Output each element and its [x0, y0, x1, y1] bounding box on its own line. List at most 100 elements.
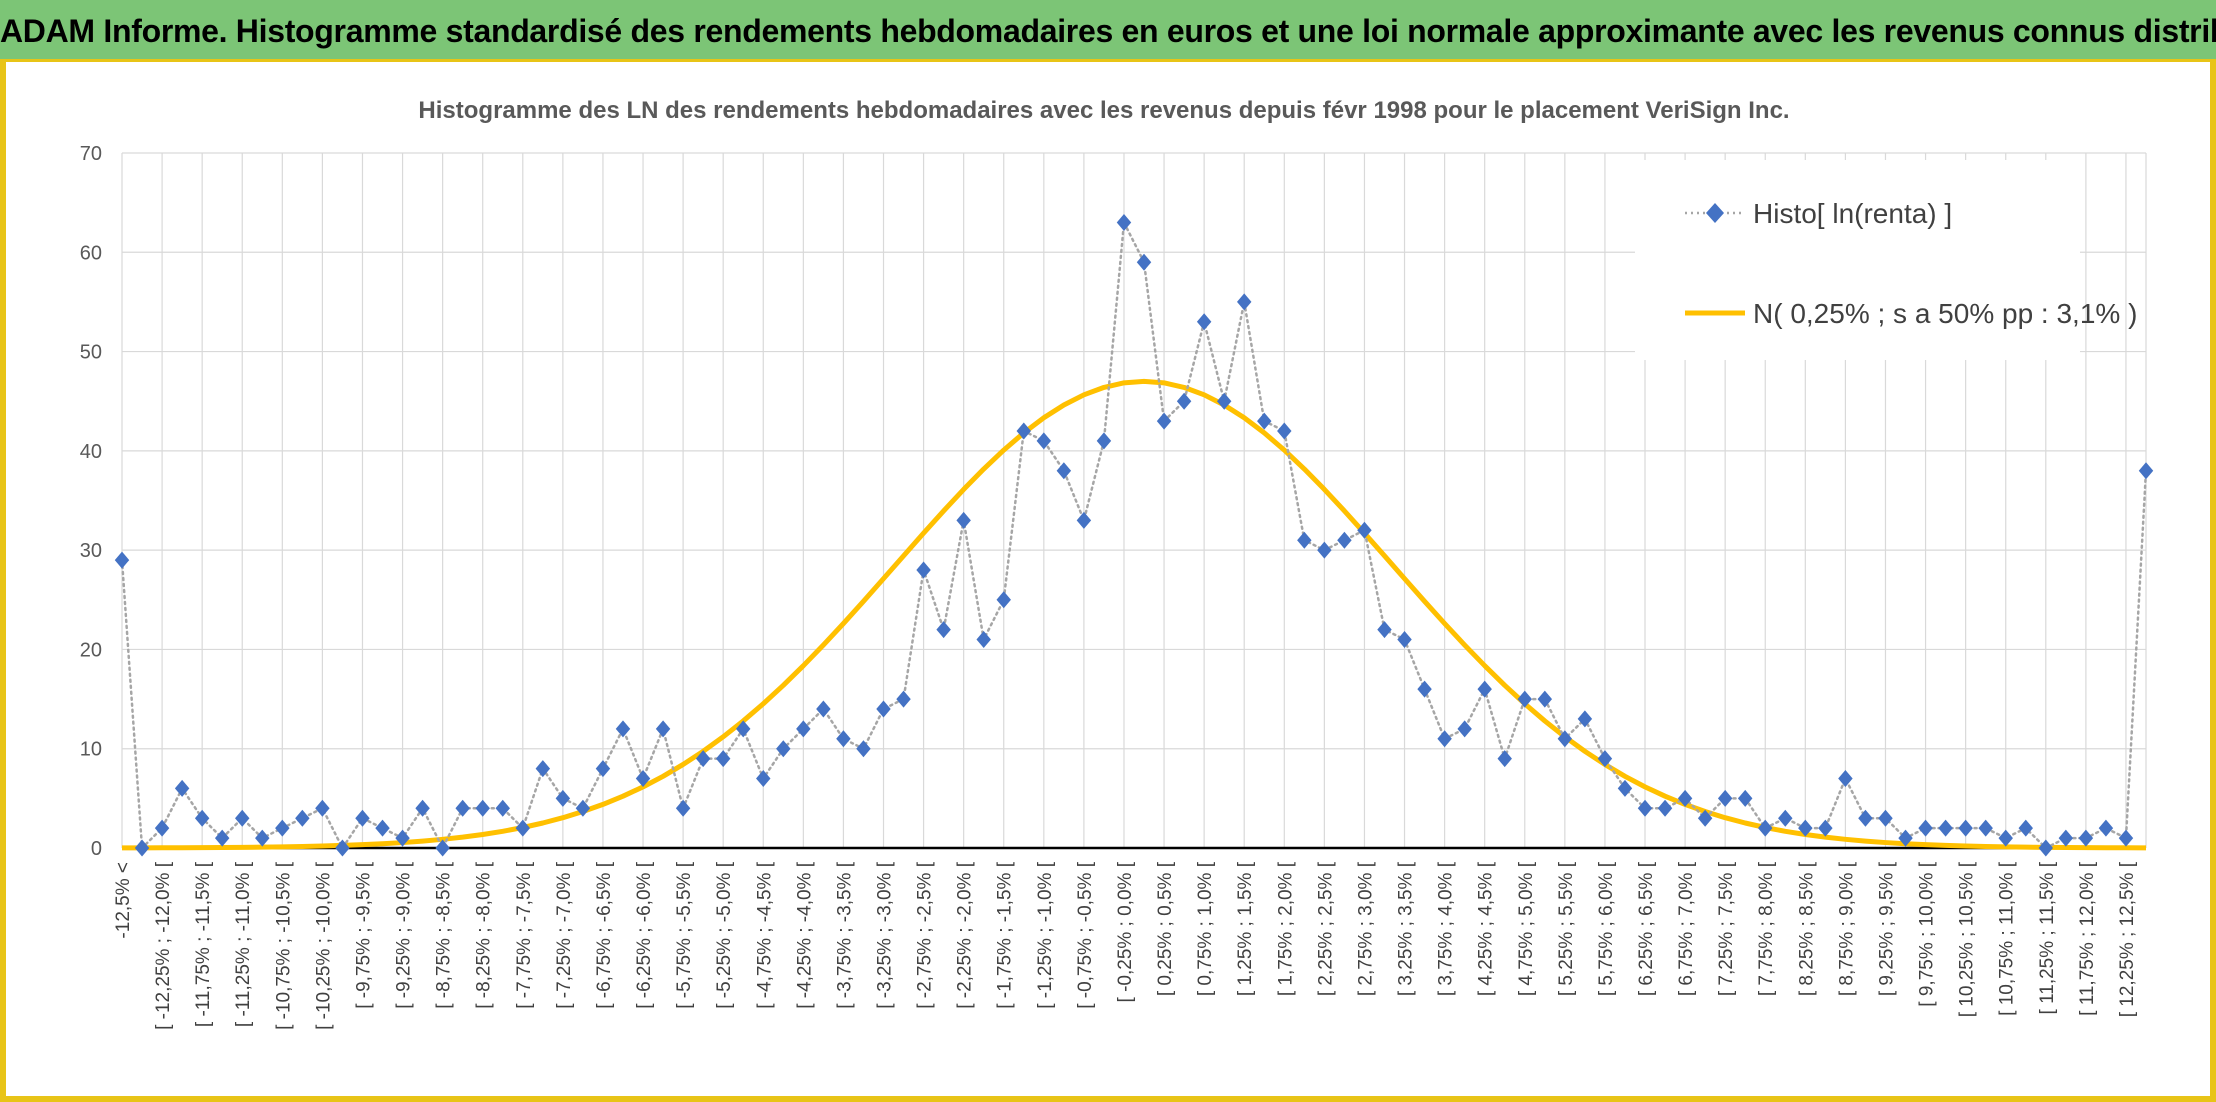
histogram-point: [455, 799, 470, 817]
x-tick-label: [ 0,25% ; 0,5% [: [1155, 861, 1176, 996]
x-tick-label: [ -11,75% ; -11,5% [: [193, 861, 214, 1027]
histogram-point: [1156, 412, 1172, 430]
x-tick-label: [ -2,75% ; -2,5% [: [915, 861, 936, 1009]
x-tick-label: [ 5,75% ; 6,0% [: [1596, 861, 1617, 996]
histogram-point: [1737, 789, 1753, 807]
histogram-point: [1357, 521, 1372, 539]
histogram-point: [1317, 541, 1332, 559]
histogram-point: [1958, 819, 1973, 837]
histogram-point: [996, 591, 1011, 609]
histogram-point: [756, 770, 771, 787]
x-tick-label: [ -10,75% ; -10,5% [: [273, 861, 294, 1030]
x-tick-label: [ 9,25% ; 9,5% [: [1876, 861, 1897, 996]
x-axis-ticks: -12,5% < [ -12,25% ; -12,0% [[ -11,75% ; …: [113, 861, 2138, 1030]
histogram-point: [114, 551, 130, 569]
histogram-point: [896, 690, 911, 708]
chart-legend: Histo[ ln(renta) ] N( 0,25% ; s a 50% pp…: [1635, 160, 2137, 360]
histogram-point: [595, 760, 611, 778]
x-tick-label: [ 3,25% ; 3,5% [: [1396, 861, 1417, 996]
histogram-point: [134, 839, 150, 857]
histogram-points: [114, 214, 2154, 857]
histogram-point: [1557, 730, 1573, 748]
histogram-point: [1697, 809, 1713, 827]
histogram-point: [2038, 839, 2054, 857]
histogram-point: [1477, 680, 1492, 698]
histogram-point: [856, 740, 871, 758]
x-tick-label: [ 3,75% ; 4,0% [: [1436, 861, 1457, 996]
x-tick-label: [ 6,75% ; 7,0% [: [1676, 861, 1697, 996]
histogram-point: [675, 799, 691, 817]
chart-grid: [121, 152, 2147, 849]
histogram-point: [2078, 829, 2094, 847]
histogram-point: [1778, 809, 1793, 827]
histogram-point: [1677, 789, 1693, 807]
x-tick-label: [ 9,75% ; 10,0% [: [1917, 861, 1938, 1006]
histogram-point: [836, 730, 851, 748]
histogram-point: [154, 819, 170, 837]
histogram-point: [1337, 531, 1352, 549]
x-tick-label: [ 4,25% ; 4,5% [: [1476, 861, 1497, 996]
histogram-point: [1116, 214, 1132, 231]
y-tick-label: 0: [91, 838, 102, 860]
x-tick-label: [ 11,25% ; 11,5% [: [2037, 861, 2058, 1014]
x-tick-label: [ -3,75% ; -3,5% [: [834, 861, 855, 1009]
histogram-point: [1076, 511, 1092, 529]
histogram-point: [796, 720, 811, 738]
histogram-point: [1036, 432, 1052, 450]
histogram-point: [495, 799, 510, 817]
x-tick-label: [ -9,25% ; -9,0% [: [394, 861, 415, 1009]
histogram-point: [1517, 690, 1532, 708]
histogram-point: [275, 819, 290, 837]
x-tick-label: [ 0,75% ; 1,0% [: [1195, 861, 1216, 996]
histogram-point: [1918, 819, 1933, 837]
x-tick-label: [ -6,25% ; -6,0% [: [634, 861, 655, 1009]
histogram-point: [736, 720, 751, 738]
x-tick-label: [ -0,25% ; 0,0% [: [1115, 861, 1136, 1002]
histogram-point: [235, 809, 250, 827]
histogram-point: [1998, 829, 2013, 847]
histogram-point: [1978, 819, 1993, 837]
x-tick-label: [ 4,75% ; 5,0% [: [1516, 861, 1537, 996]
histogram-point: [315, 799, 330, 817]
x-tick-label: [ -4,75% ; -4,5% [: [754, 861, 775, 1009]
histogram-point: [1798, 819, 1813, 837]
histogram-point: [1236, 293, 1252, 311]
x-tick-label: [ -8,25% ; -8,0% [: [474, 861, 495, 1009]
x-tick-label: [ 2,75% ; 3,0% [: [1355, 861, 1376, 996]
histogram-point: [1577, 710, 1593, 728]
histogram-point: [1397, 631, 1412, 648]
histogram-point: [535, 760, 551, 778]
histogram-point: [1657, 799, 1673, 817]
y-tick-label: 10: [80, 739, 102, 761]
histogram-point: [1377, 621, 1392, 639]
report-header: ADAM Informe. Histogramme standardisé de…: [0, 0, 2216, 62]
legend-histo-label: Histo[ ln(renta) ]: [1753, 198, 1952, 229]
histogram-point: [2018, 819, 2033, 837]
histogram-point: [214, 829, 230, 847]
x-tick-label: [ -7,75% ; -7,5% [: [514, 861, 535, 1009]
histogram-point: [635, 770, 651, 787]
histogram-point: [255, 829, 270, 847]
histogram-point: [555, 789, 571, 807]
y-tick-label: 20: [80, 639, 102, 661]
x-tick-label: [ 5,25% ; 5,5% [: [1556, 861, 1577, 996]
histogram-point: [816, 700, 831, 718]
histogram-point: [1597, 750, 1613, 768]
histogram-point: [1537, 690, 1553, 708]
x-tick-label: [ 1,25% ; 1,5% [: [1235, 861, 1256, 996]
histogram-point: [194, 809, 210, 827]
histogram-point: [2138, 462, 2154, 480]
histogram-point: [2098, 819, 2114, 837]
histogram-point: [1216, 392, 1232, 410]
histogram-point: [695, 750, 711, 768]
x-tick-label: [ 7,75% ; 8,0% [: [1756, 861, 1777, 996]
histogram-point: [1818, 819, 1833, 837]
histogram-point: [776, 740, 791, 758]
histogram-point: [916, 561, 931, 579]
y-tick-label: 50: [80, 342, 102, 364]
y-axis-ticks: 0 10 20 30 40 50 60 70: [80, 143, 102, 860]
histogram-point: [1838, 770, 1853, 787]
x-tick-label: [ -1,75% ; -1,5% [: [995, 861, 1016, 1009]
chart-title: Histogramme des LN des rendements hebdom…: [418, 97, 1789, 124]
